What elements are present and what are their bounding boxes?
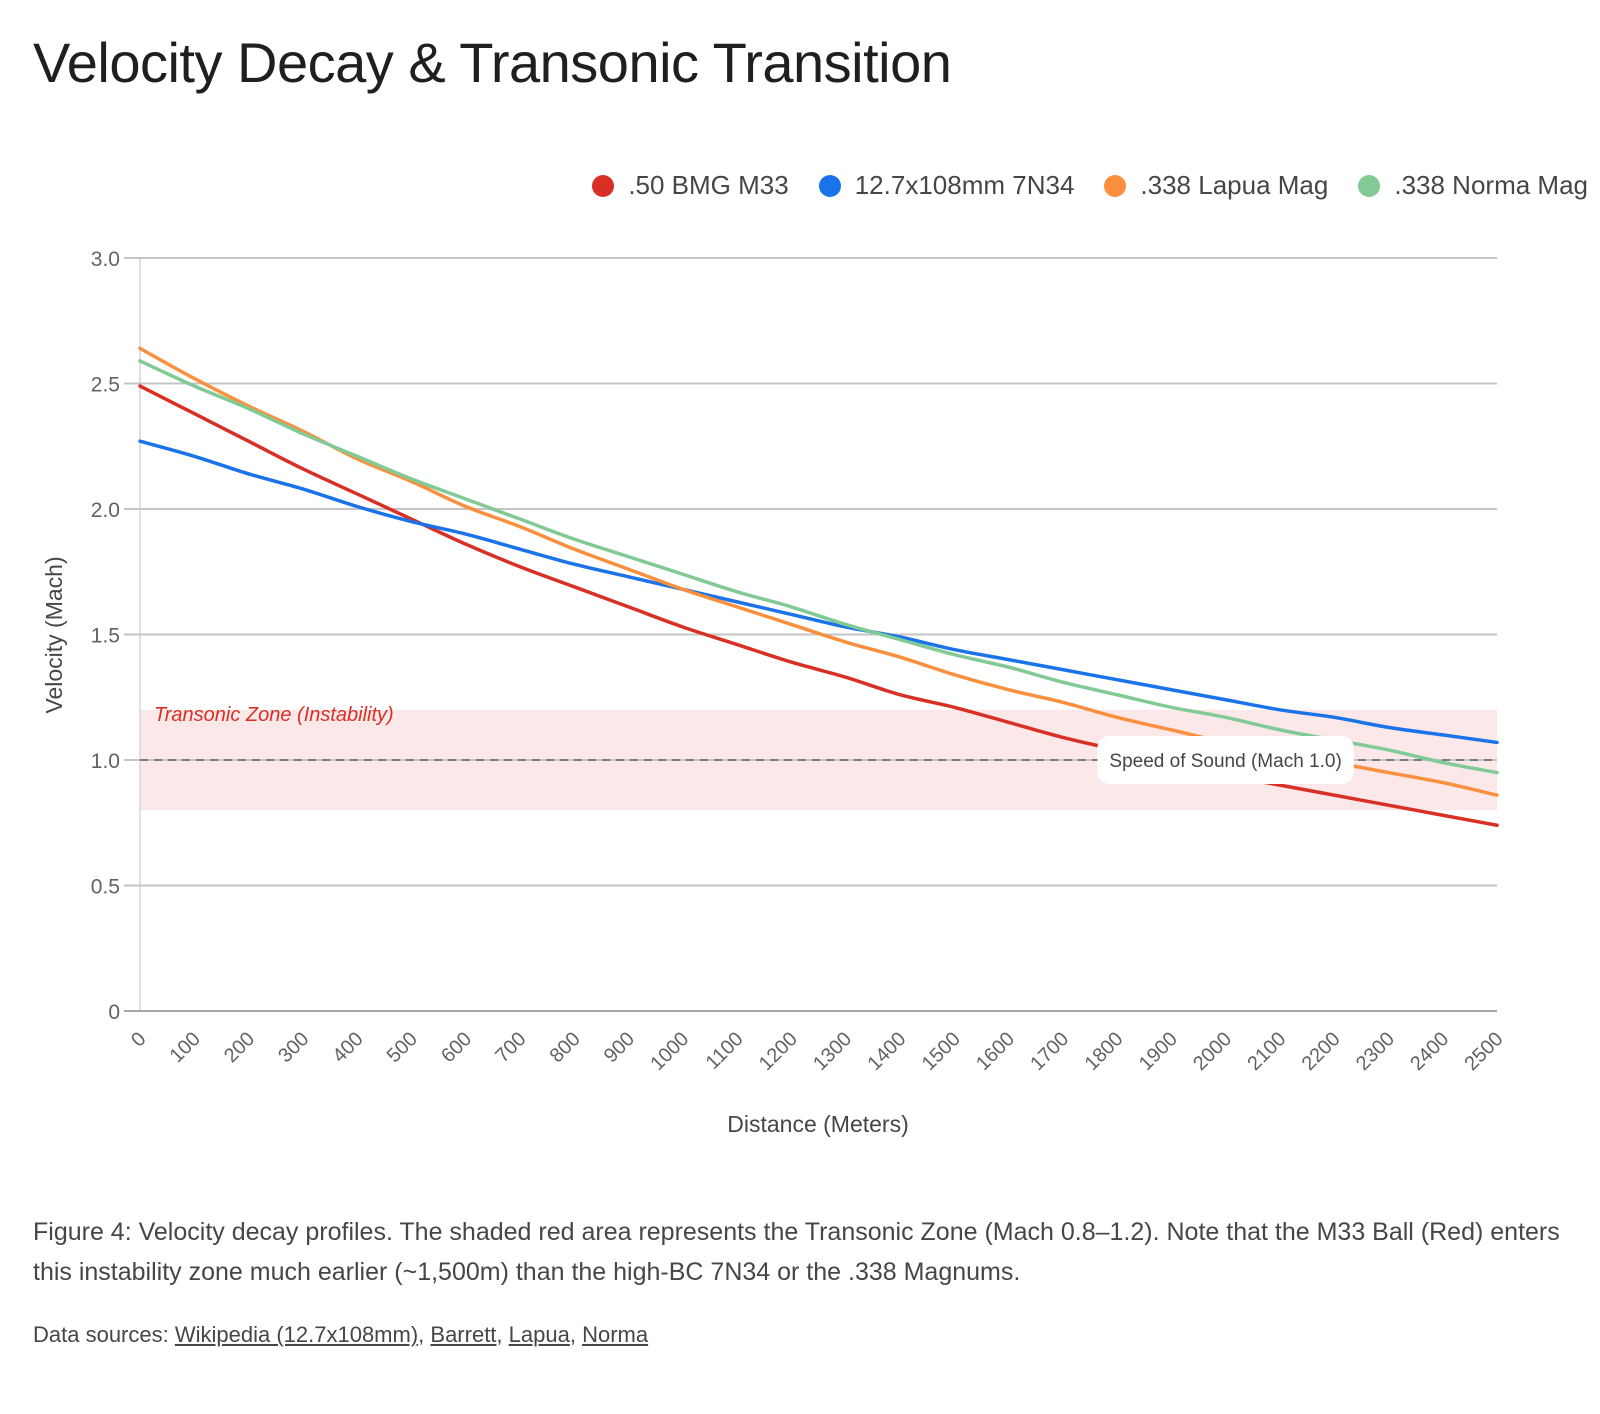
series-line-0 [138,384,1499,828]
chart-legend: .50 BMG M33 12.7x108mm 7N34 .338 Lapua M… [592,170,1588,201]
x-tick-label: 300 [274,1028,313,1067]
x-tick-label: 400 [328,1028,367,1067]
x-tick-label: 600 [437,1028,476,1067]
x-tick-label: 1500 [918,1028,965,1075]
speed-of-sound-label: Speed of Sound (Mach 1.0) [1109,751,1341,772]
x-tick-label: 800 [546,1028,585,1067]
x-tick-label: 2300 [1352,1028,1399,1075]
x-tick-label: 200 [220,1028,259,1067]
legend-item-50bmg[interactable]: .50 BMG M33 [592,170,789,201]
source-link-barrett[interactable]: Barrett [430,1322,497,1347]
x-tick-label: 100 [166,1028,205,1067]
sources-separator: , [569,1322,583,1347]
legend-label: .338 Norma Mag [1394,170,1588,200]
y-tick-label: 0.5 [91,876,120,899]
y-tick-label: 2.5 [91,374,120,397]
y-tick-label: 2.0 [91,499,120,522]
series-line-3 [138,359,1499,775]
legend-label: .50 BMG M33 [628,170,789,200]
y-tick-label: 1.0 [91,750,120,773]
legend-dot-icon [1104,174,1127,197]
x-tick-label: 1600 [972,1028,1019,1075]
x-tick-label: 2100 [1243,1028,1290,1075]
x-axis-label: Distance (Meters) [727,1111,908,1137]
x-tick-label: 1800 [1081,1028,1128,1075]
sources-separator: , [418,1322,431,1347]
x-tick-labels: 0 100 200 300 400 500 600 700 800 900 1000 1100 1200… [127,1028,1507,1075]
legend-dot-icon [592,174,615,197]
speed-of-sound-label-box [1097,736,1354,784]
x-tick-label: 900 [600,1028,639,1067]
source-link-lapua[interactable]: Lapua [508,1322,570,1347]
x-tick-label: 1400 [863,1028,910,1075]
annotation-layer: Transonic Zone (Instability) Speed of Sou… [154,704,1354,784]
legend-label: 12.7x108mm 7N34 [854,170,1075,200]
x-tick-label: 1000 [646,1028,693,1075]
legend-item-7n34[interactable]: 12.7x108mm 7N34 [818,170,1075,201]
x-tick-label: 0 [127,1028,150,1051]
y-tick-label: 3.0 [91,248,120,271]
x-tick-label: 1900 [1135,1028,1182,1075]
data-sources: Data sources: Wikipedia (12.7x108mm), Ba… [33,1322,648,1348]
y-tick-label: 0 [108,1001,120,1024]
source-link-norma[interactable]: Norma [582,1322,649,1347]
sources-prefix: Data sources: [33,1322,175,1347]
x-tick-label: 1200 [755,1028,802,1075]
page-title: Velocity Decay & Transonic Transition [33,31,952,94]
legend-dot-icon [818,174,841,197]
x-tick-label: 2500 [1461,1028,1508,1075]
transonic-zone-label: Transonic Zone (Instability) [154,704,394,726]
x-tick-label: 500 [383,1028,422,1067]
x-tick-label: 2200 [1298,1028,1345,1075]
gridlines-layer [124,257,1497,1012]
line-chart: Transonic Zone (Instability) Speed of Sou… [41,248,1508,1137]
y-tick-labels: 0 0.5 1.0 1.5 2.0 2.5 3.0 [91,248,120,1024]
source-link-wikipedia[interactable]: Wikipedia (12.7x108mm) [174,1322,419,1347]
x-tick-label: 700 [491,1028,530,1067]
legend-label: .338 Lapua Mag [1140,170,1329,200]
legend-item-338-norma[interactable]: .338 Norma Mag [1358,170,1588,201]
y-tick-label: 1.5 [91,625,120,648]
x-tick-label: 1300 [809,1028,856,1075]
x-tick-label: 1700 [1026,1028,1073,1075]
x-tick-label: 2400 [1406,1028,1453,1075]
figure-caption: Figure 4: Velocity decay profiles. The s… [33,1218,1560,1286]
x-tick-label: 2000 [1189,1028,1236,1075]
x-tick-label: 1100 [702,1028,748,1074]
series-line-1 [138,439,1499,745]
sources-separator: , [496,1322,509,1347]
legend-item-338-lapua[interactable]: .338 Lapua Mag [1104,170,1328,201]
y-axis-label: Velocity (Mach) [41,556,67,713]
legend-dot-icon [1358,174,1381,197]
